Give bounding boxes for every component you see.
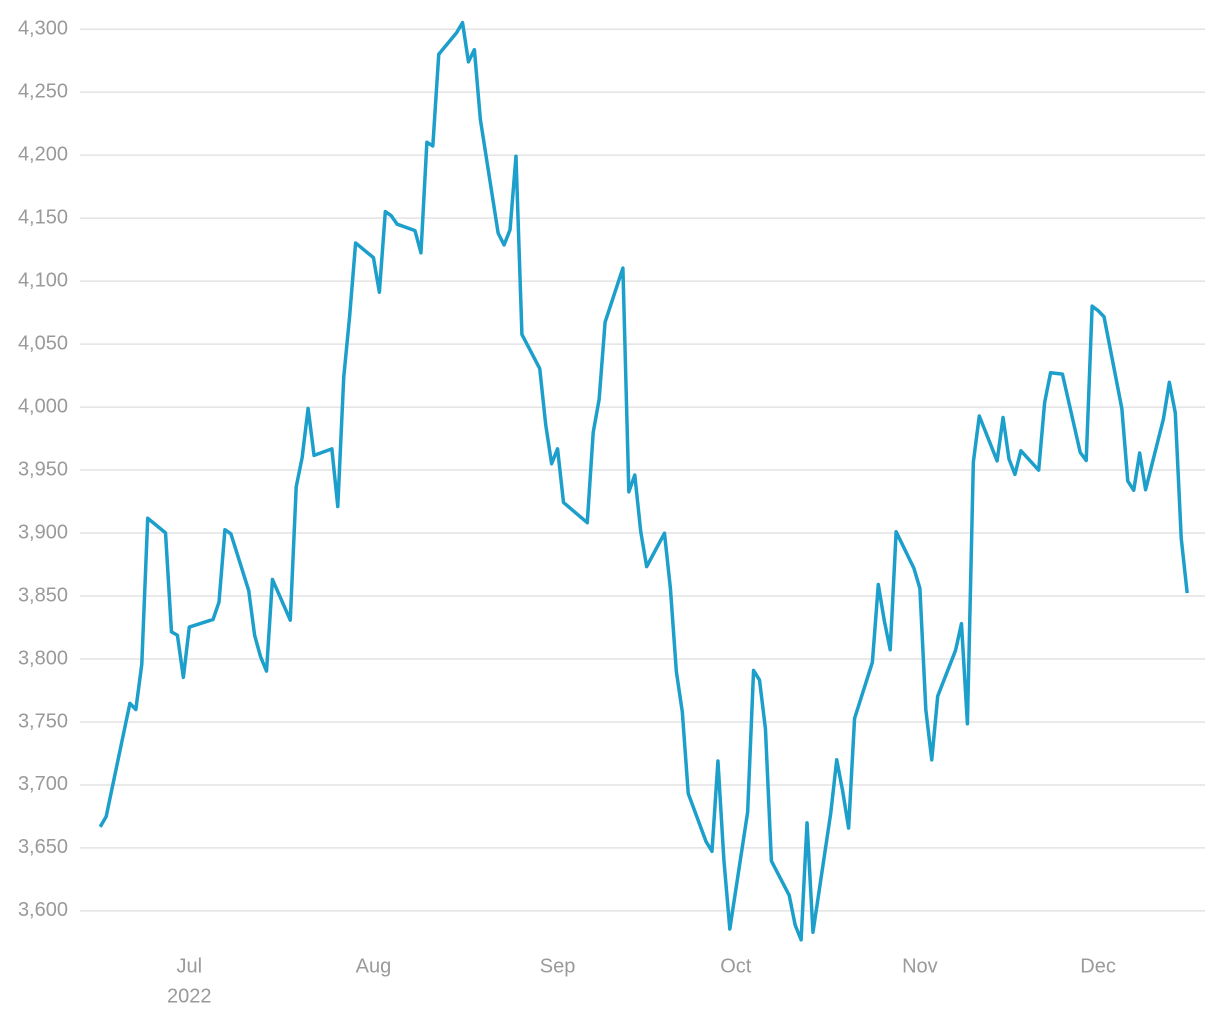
y-tick-label: 4,250 [18,80,68,102]
line [98,20,1189,942]
y-tick-label: 4,150 [18,206,68,228]
x-tick-label: Nov [902,955,938,977]
x-tick-label: Sep [540,955,576,977]
x-tick-label: Oct [720,955,752,977]
x-tick-label: Jul [177,955,203,977]
y-tick-label: 3,800 [18,647,68,669]
x-year-label: 2022 [167,985,212,1007]
y-tick-label: 4,200 [18,143,68,165]
y-tick-label: 3,600 [18,899,68,921]
y-tick-label: 4,000 [18,395,68,417]
y-tick-label: 3,700 [18,773,68,795]
y-tick-label: 3,750 [18,710,68,732]
y-tick-label: 4,050 [18,332,68,354]
x-tick-label: Dec [1080,955,1116,977]
y-tick-label: 3,850 [18,584,68,606]
y-tick-label: 4,100 [18,269,68,291]
y-tick-label: 3,900 [18,521,68,543]
y-tick-label: 4,300 [18,17,68,39]
x-tick-label: Aug [356,955,392,977]
y-tick-label: 3,950 [18,458,68,480]
y-tick-label: 3,650 [18,836,68,858]
